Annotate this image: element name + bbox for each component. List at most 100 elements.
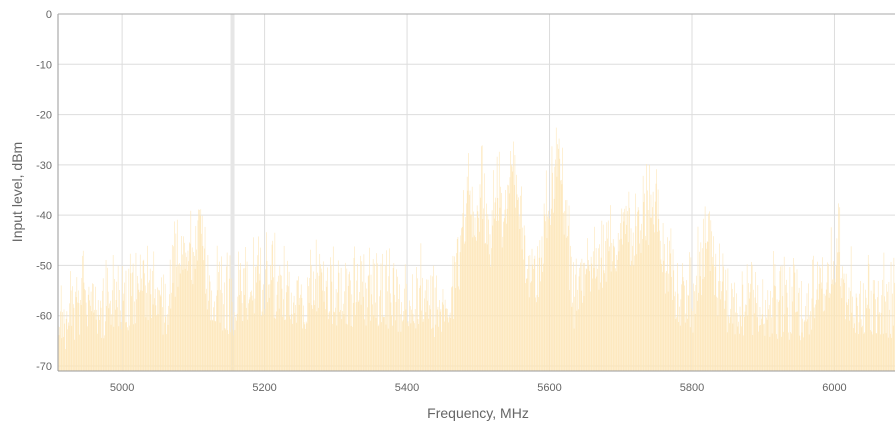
spectrum-bar	[236, 313, 238, 371]
spectrum-bar	[748, 298, 750, 371]
spectrum-bar	[605, 241, 606, 371]
spectrum-bar	[808, 334, 810, 371]
spectrum-bar	[298, 304, 300, 371]
spectrum-bar	[380, 263, 382, 371]
spectrum-bar	[337, 260, 339, 371]
spectrum-bar	[564, 211, 566, 371]
spectrum-bar	[781, 265, 783, 371]
spectrum-bar	[612, 261, 613, 371]
spectrum-bar	[234, 330, 236, 371]
spectrum-bar	[448, 322, 449, 371]
spectrum-bar	[204, 248, 205, 371]
spectrum-bar	[413, 321, 415, 371]
spectrum-bar	[94, 309, 95, 371]
spectrum-bar	[226, 266, 227, 371]
spectrum-bar	[247, 319, 249, 371]
spectrum-bar	[706, 248, 707, 371]
spectrum-bar	[639, 243, 640, 371]
spectrum-bar	[249, 297, 251, 371]
spectrum-bar	[625, 205, 627, 371]
spectrum-bar	[292, 323, 293, 371]
spectrum-bar	[102, 290, 103, 371]
spectrum-bar	[405, 309, 407, 371]
spectrum-bar	[546, 238, 548, 371]
spectrum-bar	[681, 284, 682, 371]
spectrum-bar	[721, 281, 723, 371]
spectrum-bar	[748, 283, 749, 371]
spectrum-bar	[297, 280, 298, 371]
spectrum-bar	[145, 317, 147, 371]
spectrum-bar	[627, 211, 628, 371]
spectrum-bar	[100, 307, 102, 371]
spectrum-bar	[469, 190, 471, 371]
spectrum-bar	[417, 278, 418, 371]
spectrum-bar	[480, 197, 482, 371]
spectrum-bar	[493, 170, 494, 371]
spectrum-bar	[846, 302, 848, 371]
spectrum-bar	[93, 312, 95, 371]
spectrum-bar	[204, 226, 206, 371]
spectrum-bar	[598, 289, 600, 371]
spectrum-bar	[97, 300, 99, 371]
spectrum-bar	[65, 349, 66, 371]
spectrum-bar	[63, 309, 65, 371]
spectrum-bar	[805, 306, 806, 371]
spectrum-bar	[228, 278, 230, 371]
spectrum-bar	[744, 311, 746, 371]
spectrum-bar	[461, 226, 463, 371]
spectrum-bar	[636, 254, 638, 371]
spectrum-bar	[379, 290, 381, 371]
spectrum-bar	[307, 277, 308, 371]
spectrum-bar	[459, 252, 461, 371]
spectrum-bar	[602, 287, 603, 371]
spectrum-bar	[66, 311, 68, 371]
spectrum-bar	[398, 298, 400, 371]
spectrum-bar	[750, 283, 752, 371]
spectrum-bar	[634, 255, 635, 371]
spectrum-bar	[742, 284, 744, 371]
spectrum-bar	[824, 310, 826, 371]
spectrum-bar	[607, 238, 608, 371]
spectrum-bar	[107, 291, 109, 371]
spectrum-bar	[396, 269, 397, 371]
spectrum-bar	[441, 331, 442, 371]
spectrum-bar	[812, 259, 813, 371]
spectrum-bar	[112, 290, 113, 371]
spectrum-bar	[121, 329, 123, 371]
spectrum-bar	[157, 314, 159, 371]
spectrum-bar	[525, 283, 526, 371]
spectrum-bar	[818, 299, 819, 371]
spectrum-bar	[354, 246, 355, 371]
spectrum-bar	[885, 333, 887, 371]
spectrum-bar	[510, 150, 511, 371]
spectrum-bar	[753, 313, 755, 371]
spectrum-bar	[241, 291, 242, 371]
spectrum-bar	[877, 297, 878, 371]
spectrum-bar	[271, 244, 273, 371]
spectrum-bar	[459, 289, 460, 371]
spectrum-bar	[735, 312, 737, 371]
spectrum-bar	[548, 210, 549, 371]
spectrum-bar	[585, 274, 586, 371]
spectrum-bar	[149, 268, 151, 371]
spectrum-bar	[731, 283, 732, 371]
spectrum-bar	[547, 216, 548, 371]
spectrum-bar	[455, 288, 457, 371]
spectrum-bar	[246, 307, 247, 371]
spectrum-bar	[654, 232, 655, 371]
spectrum-bar	[420, 243, 422, 371]
spectrum-bar	[845, 319, 846, 371]
spectrum-bar	[116, 281, 118, 371]
spectrum-bar	[639, 230, 641, 371]
spectrum-bar	[868, 263, 870, 371]
spectrum-bar	[336, 325, 338, 371]
spectrum-bar	[185, 252, 187, 371]
spectrum-bar	[830, 227, 832, 371]
spectrum-bar	[184, 242, 185, 371]
spectrum-bar	[177, 286, 179, 371]
spectrum-bar	[113, 326, 115, 371]
spectrum-bar	[852, 296, 853, 371]
spectrum-bar	[248, 299, 250, 371]
spectrum-bar	[133, 324, 135, 371]
spectrum-bar	[882, 279, 883, 371]
